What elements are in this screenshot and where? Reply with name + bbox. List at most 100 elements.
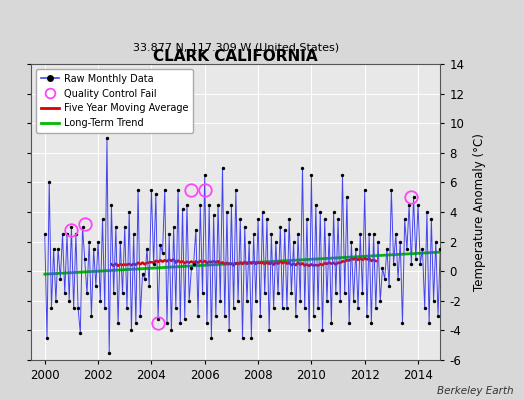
Point <box>203 320 211 326</box>
Point <box>427 216 435 222</box>
Point <box>103 135 111 141</box>
Point <box>94 238 102 245</box>
Point <box>243 298 251 304</box>
Point <box>92 283 100 289</box>
Point <box>436 246 444 252</box>
Point <box>192 226 200 233</box>
Point <box>365 231 373 237</box>
Point <box>160 186 169 193</box>
Point <box>396 238 405 245</box>
Point <box>418 246 427 252</box>
Point <box>405 201 413 208</box>
Point <box>52 298 60 304</box>
Point <box>83 290 91 297</box>
Point <box>301 305 309 311</box>
Point <box>372 305 380 311</box>
Point <box>238 334 247 341</box>
Title: CLARK CALIFORNIA: CLARK CALIFORNIA <box>154 49 318 64</box>
Point <box>383 246 391 252</box>
Point <box>280 226 289 233</box>
Point <box>87 312 95 319</box>
Point <box>47 305 56 311</box>
Point <box>394 275 402 282</box>
Point <box>198 290 206 297</box>
Point <box>145 283 154 289</box>
Point <box>49 246 58 252</box>
Point <box>85 238 93 245</box>
Point <box>350 298 358 304</box>
Point <box>409 194 418 200</box>
Point <box>369 231 378 237</box>
Point <box>316 209 324 215</box>
Point <box>96 298 104 304</box>
Point <box>125 209 134 215</box>
Point <box>252 298 260 304</box>
Point <box>343 194 351 200</box>
Point <box>307 172 315 178</box>
Point <box>163 320 171 326</box>
Legend: Raw Monthly Data, Quality Control Fail, Five Year Moving Average, Long-Term Tren: Raw Monthly Data, Quality Control Fail, … <box>36 69 193 133</box>
Point <box>99 216 107 222</box>
Point <box>127 327 136 334</box>
Point <box>132 320 140 326</box>
Point <box>356 231 365 237</box>
Point <box>138 271 147 277</box>
Point <box>278 305 287 311</box>
Point <box>285 216 293 222</box>
Point <box>312 201 320 208</box>
Point <box>221 312 229 319</box>
Point <box>58 231 67 237</box>
Point <box>90 246 98 252</box>
Point <box>81 256 89 262</box>
Point <box>234 298 242 304</box>
Point <box>429 298 438 304</box>
Point <box>374 238 382 245</box>
Point <box>216 298 224 304</box>
Point <box>40 231 49 237</box>
Point <box>389 261 398 267</box>
Point <box>274 290 282 297</box>
Point <box>61 290 69 297</box>
Point <box>129 231 138 237</box>
Point <box>341 290 349 297</box>
Point <box>178 206 187 212</box>
Point <box>74 305 82 311</box>
Point <box>196 201 204 208</box>
Point <box>425 320 433 326</box>
Point <box>149 261 158 267</box>
Point <box>378 265 387 272</box>
Point <box>321 216 329 222</box>
Point <box>354 305 362 311</box>
Point <box>118 290 127 297</box>
Point <box>263 216 271 222</box>
Point <box>183 201 191 208</box>
Point <box>363 312 371 319</box>
Point <box>121 224 129 230</box>
Point <box>112 224 120 230</box>
Point <box>107 201 116 208</box>
Point <box>296 298 304 304</box>
Point <box>241 224 249 230</box>
Point <box>201 172 209 178</box>
Point <box>403 246 411 252</box>
Point <box>283 305 291 311</box>
Point <box>185 298 193 304</box>
Point <box>309 312 318 319</box>
Point <box>123 305 131 311</box>
Point <box>67 224 75 230</box>
Point <box>236 216 245 222</box>
Point <box>265 327 274 334</box>
Point <box>223 209 231 215</box>
Point <box>400 216 409 222</box>
Point <box>276 224 285 230</box>
Point <box>45 179 53 186</box>
Point <box>294 231 302 237</box>
Point <box>114 320 122 326</box>
Point <box>391 231 400 237</box>
Point <box>76 330 84 336</box>
Point <box>432 238 440 245</box>
Point <box>187 265 195 272</box>
Point <box>174 186 182 193</box>
Point <box>210 212 218 218</box>
Point <box>230 305 238 311</box>
